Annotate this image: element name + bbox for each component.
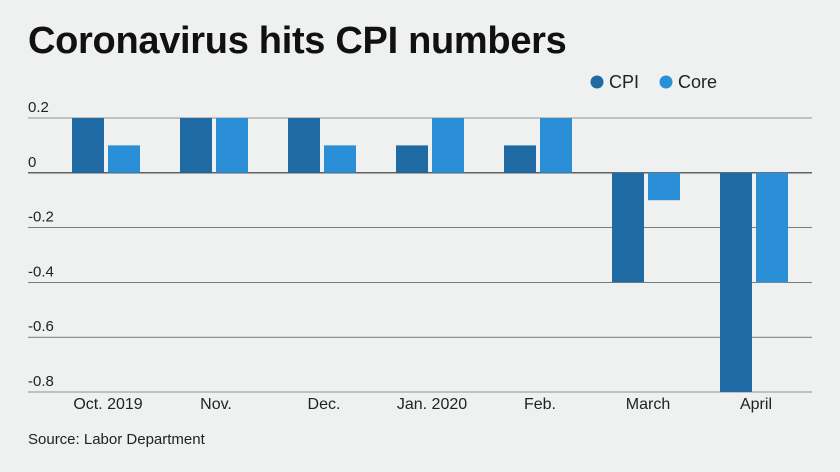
bar-cpi xyxy=(720,172,752,392)
bar-cpi xyxy=(396,145,428,173)
bar-core xyxy=(216,118,248,173)
source-note: Source: Labor Department xyxy=(28,431,205,448)
y-tick-label: -0.8 xyxy=(28,373,54,390)
x-tick-label: March xyxy=(626,396,670,413)
legend: CPI Core xyxy=(590,72,717,92)
y-tick-label: 0 xyxy=(28,154,36,171)
x-tick-label: April xyxy=(740,396,772,413)
x-tick-label: Oct. 2019 xyxy=(73,396,142,413)
y-tick-label: 0.2 xyxy=(28,99,49,116)
x-tick-label: Feb. xyxy=(524,396,556,413)
x-tick-labels: Oct. 2019 Nov. Dec. Jan. 2020 Feb. March April xyxy=(73,396,772,413)
chart-title: Coronavirus hits CPI numbers xyxy=(28,20,567,62)
y-tick-label: -0.6 xyxy=(28,318,54,335)
bar-cpi xyxy=(612,172,644,283)
bar-core xyxy=(432,118,464,173)
legend-label-core: Core xyxy=(678,72,717,92)
bar-core xyxy=(324,145,356,173)
legend-label-cpi: CPI xyxy=(609,72,639,92)
bar-cpi xyxy=(180,118,212,173)
x-tick-label: Jan. 2020 xyxy=(397,396,467,413)
x-tick-label: Nov. xyxy=(200,396,232,413)
y-tick-labels: 0.2 0 -0.2 -0.4 -0.6 -0.8 xyxy=(28,99,54,390)
y-tick-label: -0.4 xyxy=(28,263,54,280)
bar-core xyxy=(540,118,572,173)
gridlines xyxy=(28,117,812,393)
bar-core xyxy=(756,172,788,283)
bar-core xyxy=(108,145,140,173)
x-tick-label: Dec. xyxy=(308,396,341,413)
bars xyxy=(72,118,788,392)
bar-cpi xyxy=(72,118,104,173)
legend-swatch-cpi xyxy=(590,75,604,89)
bar-cpi xyxy=(288,118,320,173)
bar-core xyxy=(648,172,680,201)
legend-swatch-core xyxy=(659,75,673,89)
y-tick-label: -0.2 xyxy=(28,209,54,226)
bar-cpi xyxy=(504,145,536,173)
